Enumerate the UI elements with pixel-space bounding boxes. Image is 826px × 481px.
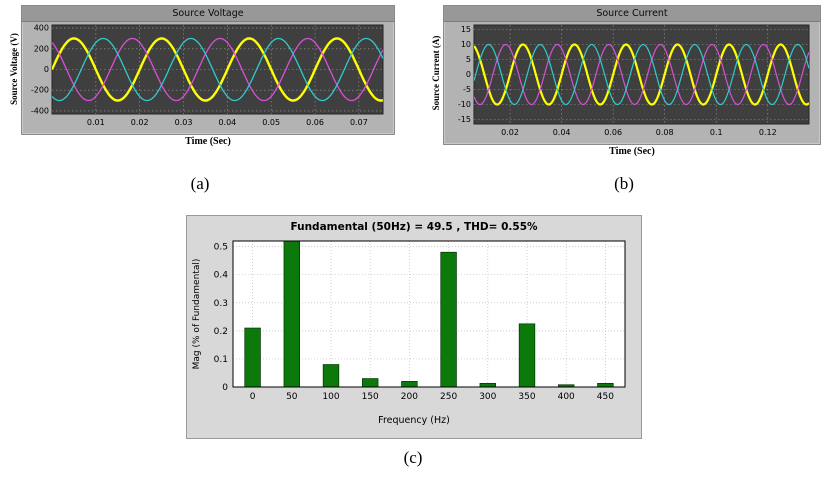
x-tick-label: 100 [322, 392, 339, 402]
x-tick-label: 0.03 [175, 118, 193, 127]
x-tick-label: 0.02 [131, 118, 149, 127]
x-tick-label: 0.07 [350, 118, 368, 127]
source-voltage-main: Source Voltage 400 200 0 -200 -400 0.01 0.02 0.… [21, 5, 395, 147]
axes-box [232, 240, 626, 388]
y-tick-label: -400 [31, 106, 49, 115]
source-current-scope: Source Current (A) Source Current 15 10 5 0… [428, 5, 821, 157]
fft-title: Fundamental (50Hz) = 49.5 , THD= 0.55% [290, 221, 538, 233]
bar-0hz [244, 327, 261, 388]
fft-plot: 0 0.1 0.2 0.3 0.4 0.5 0 50 100 150 200 250 300 350 400… [192, 240, 626, 402]
y-tick-label: -15 [458, 115, 471, 124]
x-tick-label: 0.04 [553, 128, 571, 137]
source-current-title: Source Current [444, 6, 820, 22]
waveform-phase-b-magenta [52, 37, 383, 102]
waveform-phase-c-cyan [52, 37, 383, 102]
waveform-phase-a-yellow [474, 43, 809, 106]
x-tick-label: 0.01 [87, 118, 105, 127]
fft-panel: Fundamental (50Hz) = 49.5 , THD= 0.55% 0… [186, 215, 642, 439]
bar-250hz [440, 251, 457, 388]
y-tick-label: 5 [466, 55, 471, 64]
bar-350hz [518, 323, 536, 388]
source-voltage-ylabel: Source Voltage (V) [6, 5, 21, 147]
source-current-ylabel-text: Source Current (A) [430, 36, 441, 111]
x-tick-label: 0.06 [306, 118, 324, 127]
waveforms [52, 37, 383, 102]
waveform-phase-b-magenta [474, 43, 809, 106]
bar-100hz [322, 364, 340, 388]
y-tick-label: -10 [458, 100, 471, 109]
plot-area [473, 24, 810, 125]
y-tick-label: 10 [461, 40, 471, 49]
y-tick-label: -5 [463, 85, 471, 94]
source-voltage-xlabel: Time (Sec) [185, 136, 231, 147]
x-tick-label: 0.06 [604, 128, 622, 137]
source-current-ylabel: Source Current (A) [428, 5, 443, 157]
y-tick-label: 200 [34, 44, 49, 53]
tick-labels: 0 0.1 0.2 0.3 0.4 0.5 0 50 100 150 200 250 300 350 400… [214, 243, 615, 402]
x-tick-label: 150 [362, 392, 379, 402]
y-tick-label: 0 [222, 383, 228, 393]
y-tick-label: 15 [461, 25, 471, 34]
bar-300hz [479, 383, 496, 388]
source-current-main: Source Current 15 10 5 0 -5 -10 -15 0.02 0.04 0.0… [443, 5, 821, 157]
x-tick-label: 0.08 [656, 128, 674, 137]
waveforms [474, 43, 809, 106]
fft-ylabel: Mag (% of Fundamental) [192, 259, 202, 370]
bars [244, 240, 614, 388]
source-current-plot: 15 10 5 0 -5 -10 -15 0.02 0.04 0.06 0.08 0.1 0.12 [458, 24, 810, 137]
y-tick-label: -200 [31, 86, 49, 95]
x-tick-label: 250 [440, 392, 457, 402]
x-tick-label: 200 [401, 392, 418, 402]
waveform-phase-c-cyan [474, 43, 809, 106]
y-tick-label: 0.5 [214, 243, 228, 253]
x-tick-label: 0.1 [710, 128, 723, 137]
y-tick-label: 0 [44, 65, 49, 74]
fft-xlabel: Frequency (Hz) [378, 415, 450, 426]
x-tick-label: 400 [558, 392, 575, 402]
caption-c: (c) [403, 448, 423, 467]
x-tick-label: 350 [518, 392, 535, 402]
source-current-xlabel: Time (Sec) [609, 146, 655, 157]
y-tick-label: 0.3 [214, 299, 228, 309]
y-tick-label: 0.2 [214, 327, 228, 337]
y-tick-label: 0 [466, 70, 471, 79]
source-voltage-scope: Source Voltage (V) Source Voltage 400 200… [6, 5, 395, 147]
source-current-frame: Source Current 15 10 5 0 -5 -10 -15 0.02 0.04 0.0… [443, 5, 821, 145]
y-tick-label: 0.1 [214, 355, 228, 365]
bar-150hz [362, 378, 379, 388]
x-tick-label: 50 [286, 392, 298, 402]
source-voltage-frame: Source Voltage 400 200 0 -200 -400 0.01 0.02 0.… [21, 5, 395, 135]
waveform-phase-a-yellow [52, 37, 383, 102]
source-voltage-plot: 400 200 0 -200 -400 0.01 0.02 0.03 0.04 0.05 0.06 0… [31, 24, 384, 127]
source-voltage-ylabel-text: Source Voltage (V) [8, 32, 19, 105]
tick-labels: 400 200 0 -200 -400 0.01 0.02 0.03 0.04 0.05 0.06 0… [31, 24, 368, 127]
source-voltage-title: Source Voltage [22, 6, 394, 22]
x-tick-label: 0.02 [501, 128, 519, 137]
bar-450hz [597, 383, 614, 388]
bar-200hz [401, 381, 418, 388]
tick-labels: 15 10 5 0 -5 -10 -15 0.02 0.04 0.06 0.08 0.1 0.12 [458, 25, 777, 137]
y-tick-label: 400 [34, 24, 49, 33]
x-tick-label: 450 [597, 392, 614, 402]
x-tick-label: 0.04 [218, 118, 236, 127]
x-tick-label: 300 [479, 392, 496, 402]
bar-50hz [283, 240, 300, 388]
x-tick-label: 0 [250, 392, 256, 402]
caption-a: (a) [190, 174, 210, 193]
caption-b: (b) [614, 174, 634, 193]
x-tick-label: 0.12 [759, 128, 777, 137]
x-tick-label: 0.05 [262, 118, 280, 127]
y-tick-label: 0.4 [214, 271, 229, 281]
